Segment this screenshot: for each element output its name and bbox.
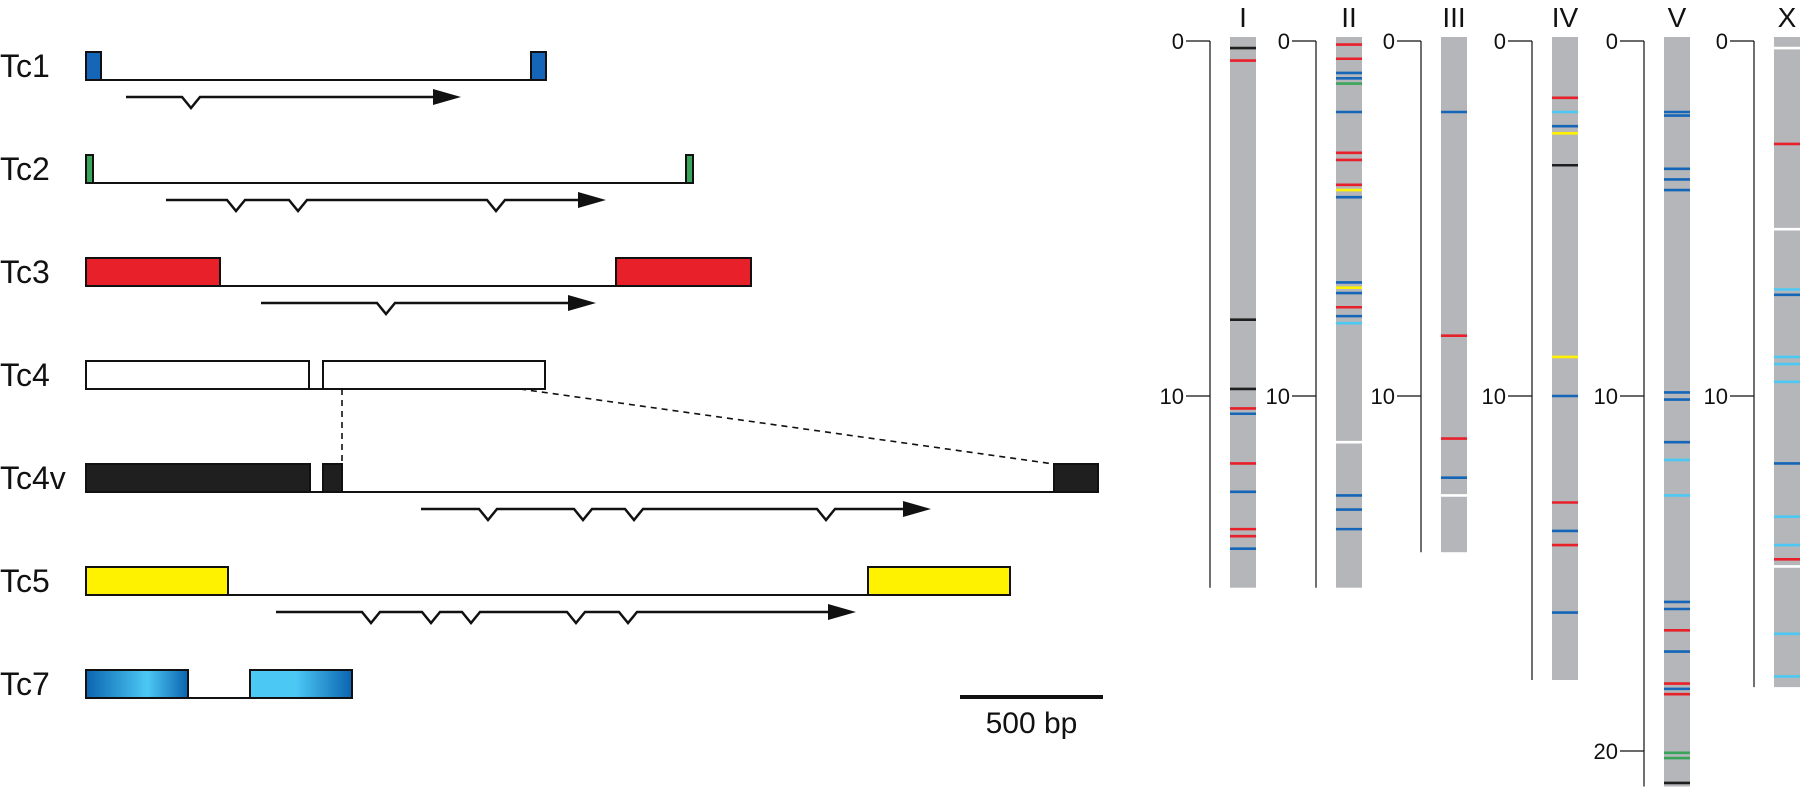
chromosome-map: I 0 10 II 0 10 III 0 10 IV 0 10 V 0 10 20 X 0 10 xyxy=(1160,2,1800,787)
chromosome-bar xyxy=(1441,37,1467,553)
exon-box xyxy=(867,566,1011,596)
exon-box xyxy=(85,257,221,287)
exon-box xyxy=(85,463,311,493)
exon-box xyxy=(615,257,752,287)
axis-tick-label: 0 xyxy=(1716,29,1728,54)
transcript-arrow xyxy=(126,95,435,110)
chromosome-x: X 0 10 xyxy=(1704,2,1800,688)
axis-tick-label: 0 xyxy=(1278,29,1290,54)
scale-bar-label: 500 bp xyxy=(986,707,1078,740)
transposon-tc3: Tc3 xyxy=(0,254,752,316)
transposon-label: Tc4 xyxy=(0,357,50,393)
transposon-label: Tc2 xyxy=(0,151,50,187)
chromosome-bar xyxy=(1552,37,1578,680)
transcript-arrow xyxy=(276,610,830,625)
chromosome-iv: IV 0 10 xyxy=(1482,2,1579,680)
transcript-arrow xyxy=(421,507,905,522)
transposon-label: Tc4v xyxy=(0,460,66,496)
exon-box xyxy=(530,51,547,81)
axis-tick-label: 0 xyxy=(1172,29,1184,54)
arrow-head xyxy=(568,295,596,311)
transposon-tc1: Tc1 xyxy=(0,48,547,110)
axis-tick-label: 10 xyxy=(1266,384,1290,409)
axis-tick-label: 10 xyxy=(1704,384,1728,409)
exon-box xyxy=(85,360,310,390)
chromosome-title: X xyxy=(1778,2,1797,33)
transcript-arrow xyxy=(166,198,580,213)
exon-box xyxy=(322,463,343,493)
axis-tick-label: 20 xyxy=(1594,739,1618,764)
transposon-tc4: Tc4 xyxy=(0,357,546,393)
chromosome-bar xyxy=(1664,37,1690,787)
arrow-head xyxy=(433,89,461,105)
chromosome-ii: II 0 10 xyxy=(1266,2,1362,588)
transposon-label: Tc3 xyxy=(0,254,50,290)
chromosome-title: I xyxy=(1239,2,1247,33)
exon-box xyxy=(85,566,229,596)
axis-tick-label: 0 xyxy=(1383,29,1395,54)
exon-box xyxy=(85,51,102,81)
chromosome-title: IV xyxy=(1552,2,1579,33)
transposon-label: Tc7 xyxy=(0,666,50,702)
chromosome-title: III xyxy=(1442,2,1465,33)
chromosome-title: II xyxy=(1341,2,1357,33)
exon-box xyxy=(322,360,546,390)
chromosome-v: V 0 10 20 xyxy=(1594,2,1690,787)
arrow-head xyxy=(578,192,606,208)
transposon-label: Tc1 xyxy=(0,48,50,84)
transposon-label: Tc5 xyxy=(0,563,50,599)
exon-box xyxy=(85,669,189,699)
tc4-tc4v-connectors xyxy=(341,388,1055,465)
chromosome-title: V xyxy=(1668,2,1687,33)
arrow-head xyxy=(903,501,931,517)
axis-tick-label: 10 xyxy=(1482,384,1506,409)
arrow-head xyxy=(828,604,856,620)
dashed-connector xyxy=(519,388,1055,465)
transposon-tc5: Tc5 xyxy=(0,563,1011,625)
axis-tick-label: 10 xyxy=(1160,384,1184,409)
chromosome-bar xyxy=(1774,37,1800,688)
chromosome-iii: III 0 10 xyxy=(1371,2,1467,553)
chromosome-bar xyxy=(1230,37,1256,588)
axis-tick-label: 10 xyxy=(1371,384,1395,409)
transcript-arrow xyxy=(261,301,570,316)
chromosome-bar xyxy=(1336,37,1362,588)
transposon-tc4v: Tc4v xyxy=(0,460,1099,522)
axis-tick-label: 0 xyxy=(1606,29,1618,54)
exon-box xyxy=(85,154,94,184)
transposon-tc7: Tc7 xyxy=(0,666,353,702)
transposon-structures: Tc1 Tc2 Tc3 Tc4 Tc4v Tc5 Tc7 xyxy=(0,48,1099,702)
exon-box xyxy=(1053,463,1099,493)
axis-tick-label: 10 xyxy=(1594,384,1618,409)
scale-bar: 500 bp xyxy=(960,695,1103,740)
axis-tick-label: 0 xyxy=(1494,29,1506,54)
chromosome-i: I 0 10 xyxy=(1160,2,1256,588)
transposon-tc2: Tc2 xyxy=(0,151,694,213)
exon-box xyxy=(249,669,353,699)
exon-box xyxy=(685,154,694,184)
